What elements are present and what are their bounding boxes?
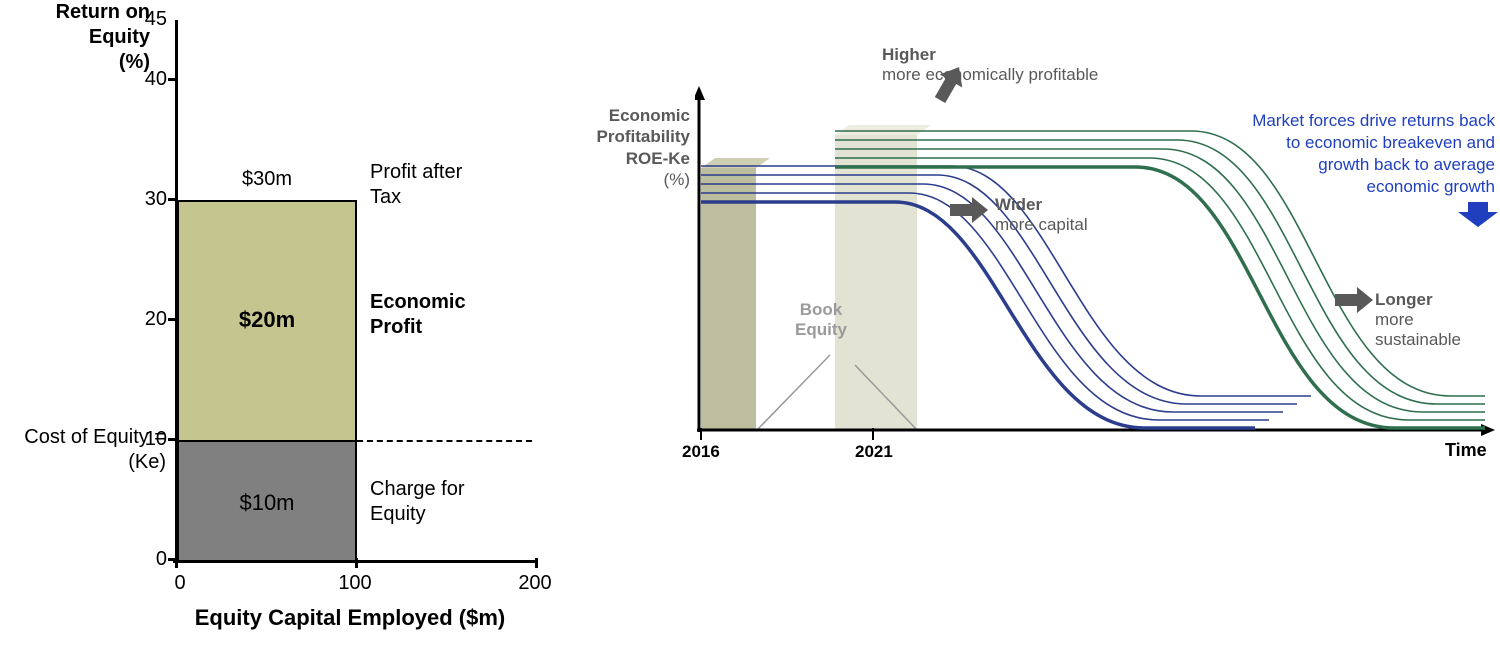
y-title-line: Profitability <box>575 126 690 147</box>
right-y-axis-title: Economic Profitability ROE-Ke (%) <box>575 105 690 190</box>
y-tick-label: 30 <box>125 188 167 211</box>
economic-profit-label: Economic Profit <box>370 290 466 340</box>
y-title-line: ROE-Ke <box>575 148 690 169</box>
book-equity-slab-2021 <box>835 125 931 430</box>
book-equity-label: BookEquity <box>795 300 847 339</box>
x-axis-label-time: Time <box>1445 440 1487 461</box>
wider-annotation: Wider more capital <box>995 195 1088 235</box>
y-tick <box>168 78 178 81</box>
left-chart: Return on Equity (%) 0 10 20 30 40 45 0 … <box>0 0 620 662</box>
y-axis-arrow-icon <box>695 86 705 100</box>
x-tick-label: 200 <box>505 572 565 595</box>
ke-label-line: Cost of Equity = <box>0 425 166 450</box>
label-line: Tax <box>370 185 462 210</box>
higher-annotation: Higher more economically profitable <box>882 45 1098 85</box>
economic-profit-block: $20m <box>177 200 357 442</box>
anno-sub: more capital <box>995 215 1088 234</box>
profit-after-tax-label: Profit after Tax <box>370 160 462 210</box>
x-tick <box>535 558 538 568</box>
anno-sub: more economically profitable <box>882 65 1098 84</box>
longer-annotation: Longer more sustainable <box>1375 290 1500 350</box>
book-equity-leader-1 <box>757 355 830 430</box>
anno-sub: more sustainable <box>1375 310 1461 349</box>
y-tick-label: 45 <box>125 8 167 31</box>
x-tick-2016: 2016 <box>682 442 720 462</box>
x-tick-2021: 2021 <box>855 442 893 462</box>
y-tick-label: 40 <box>125 68 167 91</box>
ke-label-line: (Ke) <box>0 450 166 475</box>
top-value-label: $30m <box>177 168 357 191</box>
y-title-line: Economic <box>575 105 690 126</box>
block-value: $20m <box>179 307 355 333</box>
block-value: $10m <box>179 490 355 516</box>
charge-for-equity-block: $10m <box>177 440 357 562</box>
market-line: economic growth <box>1210 176 1495 198</box>
label-line: Profit <box>370 315 466 340</box>
market-line: growth back to average <box>1210 154 1495 176</box>
market-line: Market forces drive returns back <box>1210 110 1495 132</box>
book-equity-slab-2016 <box>701 158 770 430</box>
x-tick-label: 100 <box>325 572 385 595</box>
cost-of-equity-line <box>357 440 532 442</box>
x-tick-label: 0 <box>150 572 210 595</box>
anno-title: Longer <box>1375 290 1433 309</box>
label-line: Profit after <box>370 160 462 185</box>
y-tick-label: 0 <box>125 548 167 571</box>
anno-title: Higher <box>882 45 936 64</box>
right-chart: Economic Profitability ROE-Ke (%) <box>600 0 1500 662</box>
anno-title: Wider <box>995 195 1042 214</box>
label-line: Economic <box>370 290 466 315</box>
y-tick-label: 20 <box>125 308 167 331</box>
label-line: Equity <box>370 502 465 527</box>
market-forces-text: Market forces drive returns back to econ… <box>1210 110 1495 198</box>
label-line: Charge for <box>370 477 465 502</box>
y-title-line: (%) <box>575 169 690 190</box>
x-axis-arrow-icon <box>1481 424 1495 436</box>
x-axis-title: Equity Capital Employed ($m) <box>150 605 550 631</box>
cost-of-equity-label: Cost of Equity = (Ke) <box>0 425 166 475</box>
market-line: to economic breakeven and <box>1210 132 1495 154</box>
charge-for-equity-label: Charge for Equity <box>370 477 465 527</box>
market-down-arrow-icon <box>1458 202 1498 232</box>
